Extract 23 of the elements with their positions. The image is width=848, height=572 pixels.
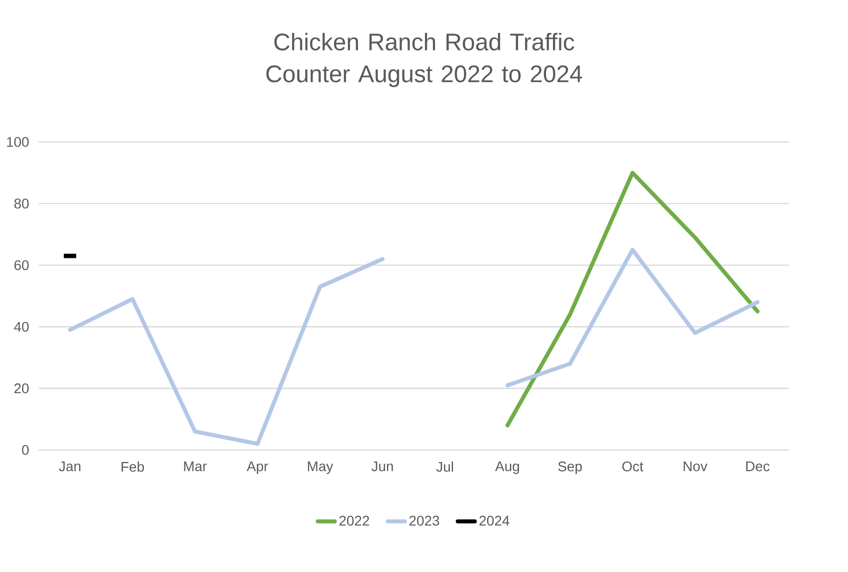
x-tick-label: Dec (746, 462, 770, 472)
line-series (506, 170, 760, 428)
legend-label: 2022 (339, 516, 370, 526)
x-tick-label: Jun (371, 462, 393, 472)
x-tick-label: May (308, 462, 334, 474)
x-tick-label: Oct (622, 461, 644, 472)
x-tick-label: Aug (495, 462, 520, 474)
y-tick-label: 100 (7, 137, 29, 147)
y-tick-label: 0 (22, 445, 29, 455)
legend-label: 2023 (409, 516, 440, 526)
x-tick-label: Mar (184, 462, 207, 472)
y-tick-label: 40 (14, 322, 29, 332)
x-tick-label: Jul (436, 462, 453, 472)
x-tick-label: Jan (58, 462, 80, 472)
x-tick-label: Sep (558, 461, 582, 474)
x-tick-label: Apr (246, 462, 268, 474)
chart-title: Chicken Ranch Road Traffic Counter August 2022 to 2024 (266, 32, 582, 88)
y-tick-label: 80 (14, 198, 29, 209)
x-tick-label: Nov (684, 462, 708, 472)
y-tick-label: 60 (14, 260, 29, 270)
x-tick-label: Feb (122, 462, 144, 472)
y-tick-label: 20 (14, 383, 29, 394)
legend-label: 2024 (479, 516, 510, 526)
